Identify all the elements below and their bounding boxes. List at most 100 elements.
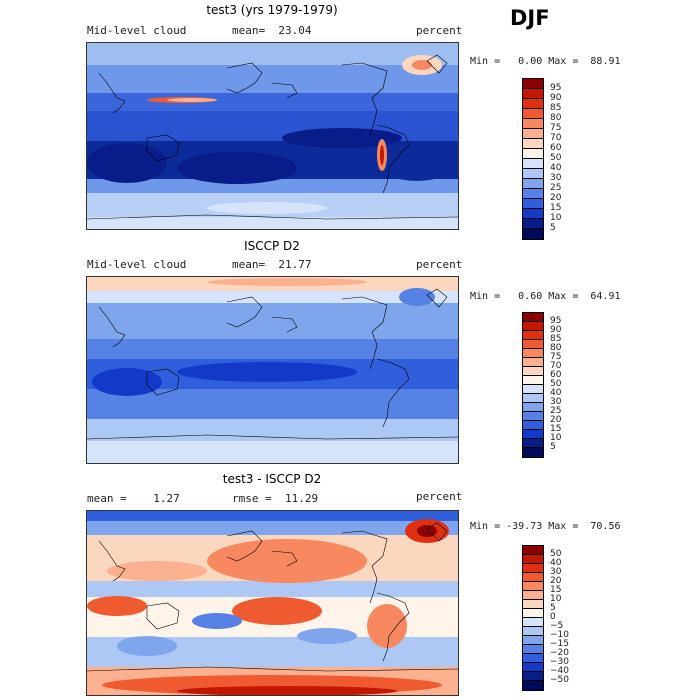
colorbar-tick-label: 15	[550, 424, 562, 434]
colorbar-swatch	[523, 358, 543, 367]
colorbar-swatch	[523, 229, 543, 239]
colorbar-tick-label: 0	[550, 612, 556, 622]
colorbar-tick-label: 85	[550, 103, 562, 113]
colorbar-swatch	[523, 109, 543, 119]
colorbar-tick-label: 50	[550, 153, 562, 163]
colorbar-tick-label: 85	[550, 334, 562, 344]
colorbar-tick-label: 30	[550, 567, 562, 577]
colorbar-swatch	[523, 448, 543, 457]
panel-3-map	[86, 510, 459, 696]
colorbar-swatch	[523, 313, 543, 322]
panel-1-colorbar	[522, 78, 544, 240]
colorbar-tick-label: 20	[550, 415, 562, 425]
panel-2-map	[86, 276, 459, 464]
panel-2-minmax: Min = 0.60 Max = 64.91	[470, 291, 621, 302]
panel-3-title: test3 - ISCCP D2	[222, 472, 322, 486]
colorbar-swatch	[523, 591, 543, 600]
colorbar-tick-label: −30	[550, 657, 569, 667]
colorbar-tick-label: 5	[550, 223, 556, 233]
season-label: DJF	[510, 6, 550, 30]
panel-1-title: test3 (yrs 1979-1979)	[206, 3, 338, 17]
panel-1-mean: mean= 23.04	[232, 24, 312, 37]
colorbar-swatch	[523, 149, 543, 159]
colorbar-swatch	[523, 169, 543, 179]
colorbar-swatch	[523, 439, 543, 448]
colorbar-tick-label: 5	[550, 442, 556, 452]
colorbar-swatch	[523, 430, 543, 439]
panel-3-colorbar	[522, 545, 544, 691]
colorbar-swatch	[523, 609, 543, 618]
colorbar-swatch	[523, 403, 543, 412]
colorbar-tick-label: 95	[550, 83, 562, 93]
colorbar-swatch	[523, 654, 543, 663]
colorbar-tick-label: 15	[550, 203, 562, 213]
colorbar-tick-label: 40	[550, 558, 562, 568]
colorbar-swatch	[523, 582, 543, 591]
colorbar-tick-label: 15	[550, 585, 562, 595]
colorbar-tick-label: 20	[550, 193, 562, 203]
panel-2-units: percent	[416, 258, 463, 271]
colorbar-swatch	[523, 555, 543, 564]
panel-3-rmse: rmse = 11.29	[232, 492, 319, 505]
colorbar-tick-label: 40	[550, 388, 562, 398]
colorbar-tick-label: 50	[550, 379, 562, 389]
colorbar-swatch	[523, 564, 543, 573]
colorbar-tick-label: 90	[550, 93, 562, 103]
colorbar-tick-label: 10	[550, 213, 562, 223]
colorbar-swatch	[523, 645, 543, 654]
colorbar-swatch	[523, 600, 543, 609]
panel-2-title: ISCCP D2	[244, 239, 300, 253]
colorbar-tick-label: 5	[550, 603, 556, 613]
panel-1-units: percent	[416, 24, 463, 37]
colorbar-swatch	[523, 618, 543, 627]
colorbar-tick-label: 60	[550, 143, 562, 153]
colorbar-tick-label: 40	[550, 163, 562, 173]
colorbar-swatch	[523, 89, 543, 99]
panel-1-variable: Mid-level cloud	[87, 24, 187, 37]
panel-3-mean: mean = 1.27	[87, 492, 180, 505]
colorbar-tick-label: 70	[550, 361, 562, 371]
colorbar-tick-label: −40	[550, 666, 569, 676]
colorbar-tick-label: −15	[550, 639, 569, 649]
colorbar-tick-label: −20	[550, 648, 569, 658]
colorbar-tick-label: −5	[550, 621, 564, 631]
panel-3-units: percent	[416, 490, 463, 503]
colorbar-tick-label: 10	[550, 594, 562, 604]
colorbar-swatch	[523, 663, 543, 672]
colorbar-tick-label: 70	[550, 133, 562, 143]
colorbar-swatch	[523, 199, 543, 209]
colorbar-swatch	[523, 99, 543, 109]
colorbar-swatch	[523, 573, 543, 582]
colorbar-tick-label: 25	[550, 183, 562, 193]
colorbar-swatch	[523, 79, 543, 89]
panel-1-map	[86, 42, 459, 230]
colorbar-swatch	[523, 219, 543, 229]
colorbar-swatch	[523, 119, 543, 129]
colorbar-tick-label: 50	[550, 549, 562, 559]
colorbar-swatch	[523, 385, 543, 394]
colorbar-tick-label: 75	[550, 352, 562, 362]
colorbar-swatch	[523, 179, 543, 189]
panel-2-colorbar	[522, 312, 544, 458]
colorbar-tick-label: 95	[550, 316, 562, 326]
panel-3-minmax: Min = -39.73 Max = 70.56	[470, 521, 621, 532]
colorbar-tick-label: 20	[550, 576, 562, 586]
colorbar-swatch	[523, 209, 543, 219]
colorbar-swatch	[523, 349, 543, 358]
colorbar-tick-label: 30	[550, 173, 562, 183]
colorbar-tick-label: 60	[550, 370, 562, 380]
colorbar-swatch	[523, 672, 543, 681]
colorbar-tick-label: 25	[550, 406, 562, 416]
colorbar-tick-label: 75	[550, 123, 562, 133]
panel-2-mean: mean= 21.77	[232, 258, 312, 271]
colorbar-tick-label: 30	[550, 397, 562, 407]
colorbar-swatch	[523, 129, 543, 139]
colorbar-swatch	[523, 376, 543, 385]
colorbar-swatch	[523, 412, 543, 421]
colorbar-swatch	[523, 189, 543, 199]
panel-1-minmax: Min = 0.00 Max = 88.91	[470, 56, 621, 67]
colorbar-swatch	[523, 421, 543, 430]
colorbar-tick-label: −50	[550, 675, 569, 685]
colorbar-swatch	[523, 627, 543, 636]
colorbar-swatch	[523, 636, 543, 645]
